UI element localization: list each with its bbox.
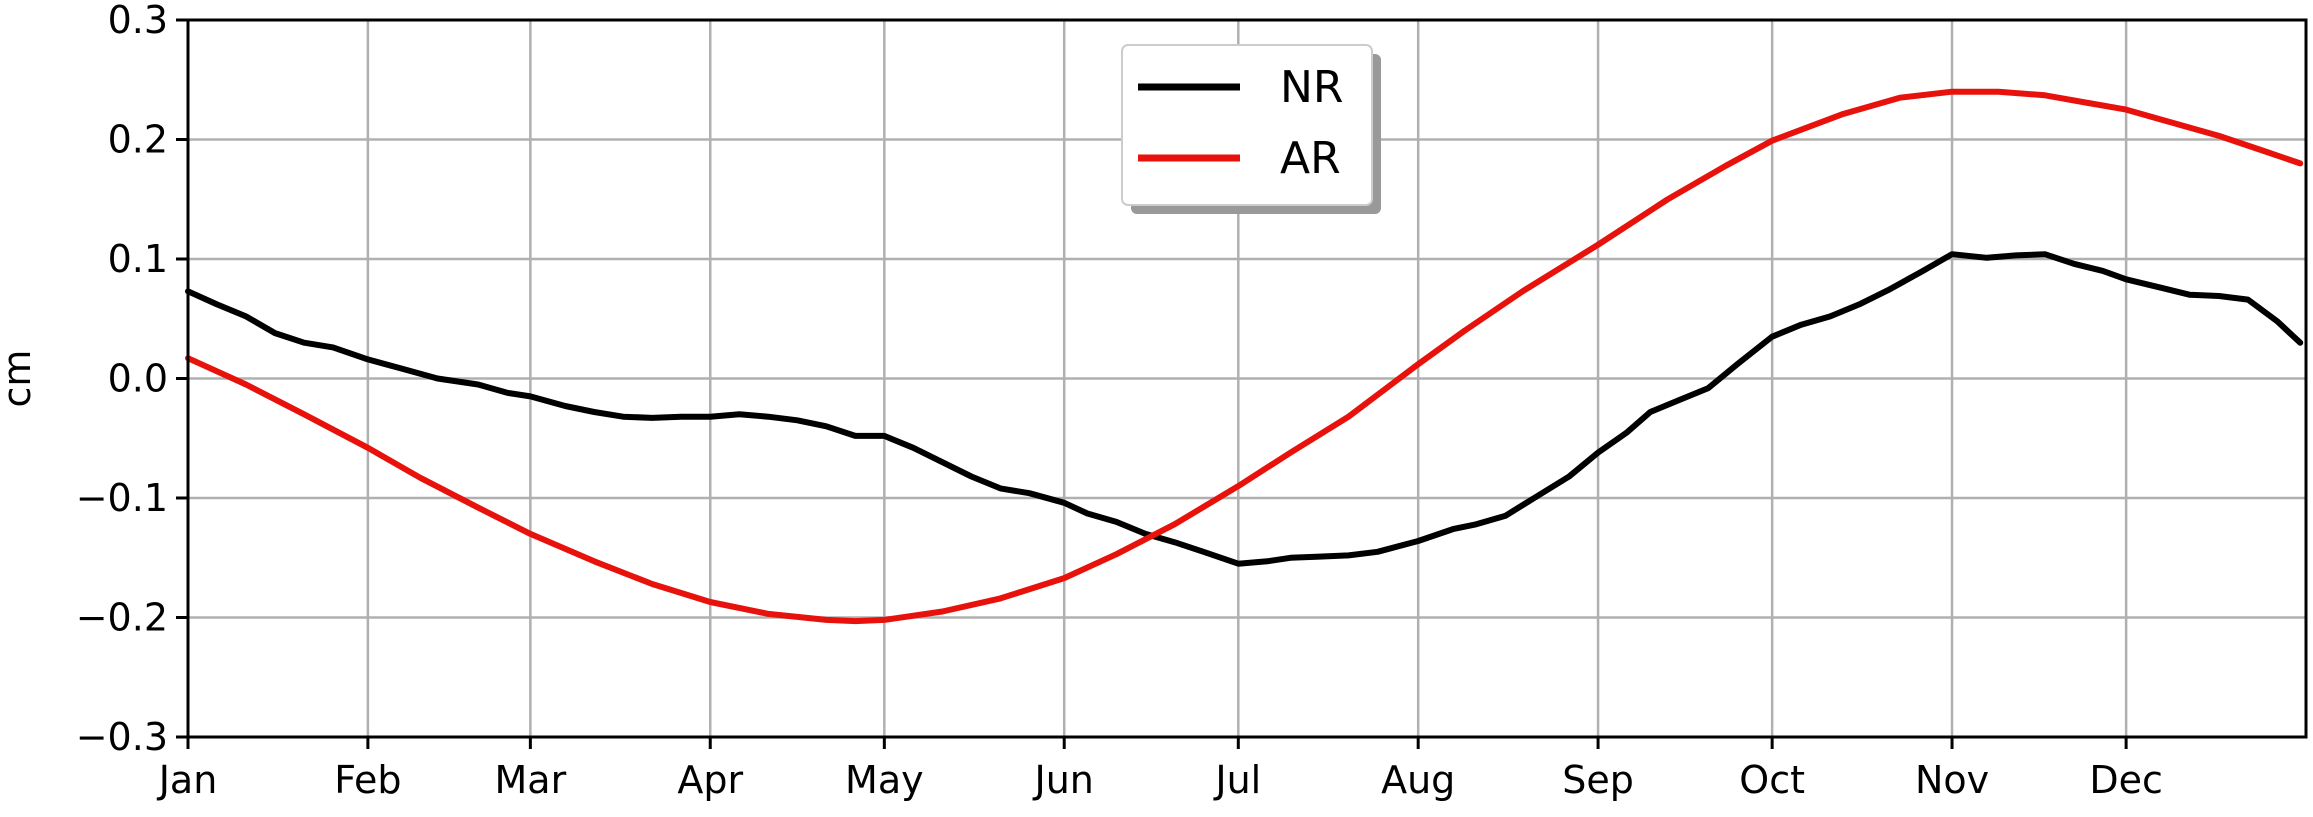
x-tick-label: Oct (1739, 758, 1805, 802)
legend-label-ar: AR (1280, 133, 1341, 184)
y-tick-label: −0.1 (76, 476, 168, 520)
y-axis: 0.3 0.2 0.1 0.0 −0.1 −0.2 −0.3 (76, 0, 188, 759)
x-tick-label: Feb (334, 758, 401, 802)
x-tick-label: Apr (677, 758, 743, 802)
x-tick-label: Mar (495, 758, 567, 802)
legend-label-nr: NR (1280, 62, 1344, 113)
x-tick-label: Jun (1033, 758, 1094, 802)
y-tick-label: 0.1 (108, 237, 168, 281)
x-tick-label: Sep (1562, 758, 1634, 802)
legend: NR AR (1121, 44, 1381, 214)
x-tick-label: Aug (1381, 758, 1455, 802)
y-tick-label: −0.3 (76, 715, 168, 759)
series-line-ar (185, 88, 2304, 625)
series-line-nr (185, 251, 2304, 567)
x-tick-label: Dec (2089, 758, 2163, 802)
series-lines (185, 88, 2304, 625)
y-tick-label: 0.3 (108, 0, 168, 42)
x-axis: Jan Feb Mar Apr May Jun Jul Aug Sep Oct Nov Dec (157, 737, 2163, 802)
x-tick-label: Jul (1213, 758, 1261, 802)
x-tick-label: May (845, 758, 924, 802)
x-tick-label: Nov (1915, 758, 1989, 802)
y-axis-label: cm (0, 350, 39, 408)
y-tick-label: 0.0 (108, 357, 168, 401)
x-tick-label: Jan (157, 758, 218, 802)
y-tick-label: −0.2 (76, 596, 168, 640)
y-tick-label: 0.2 (108, 118, 168, 162)
